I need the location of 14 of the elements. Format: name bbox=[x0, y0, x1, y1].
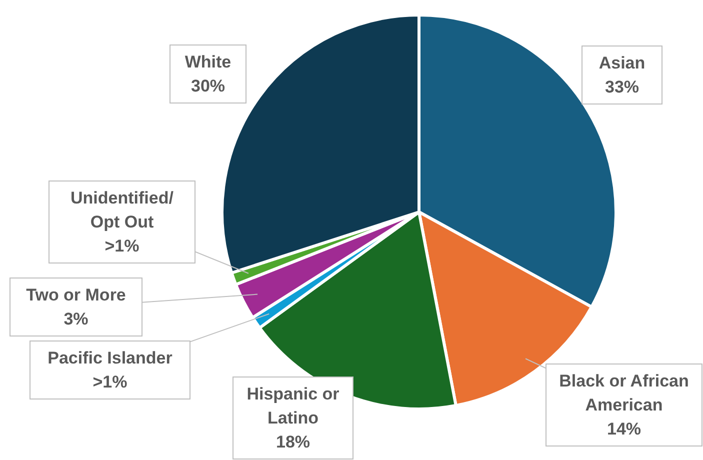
data-label: 30% bbox=[190, 76, 226, 96]
data-label: 18% bbox=[276, 432, 310, 452]
data-label: >1% bbox=[104, 236, 140, 256]
slice-label: Hispanic or Latino bbox=[246, 384, 340, 428]
slice-label: White bbox=[184, 52, 232, 72]
slice-label: Asian bbox=[598, 53, 646, 72]
slice-label: Unidentified/ Opt Out bbox=[70, 188, 174, 232]
slice-label: Black or African American bbox=[559, 371, 689, 414]
data-label: 33% bbox=[604, 77, 640, 96]
data-label: 14% bbox=[606, 419, 642, 438]
slice-label: Two or More bbox=[26, 285, 126, 304]
slice-label: Pacific Islander bbox=[48, 348, 173, 368]
data-label: 3% bbox=[64, 309, 88, 328]
data-label: >1% bbox=[92, 372, 128, 392]
